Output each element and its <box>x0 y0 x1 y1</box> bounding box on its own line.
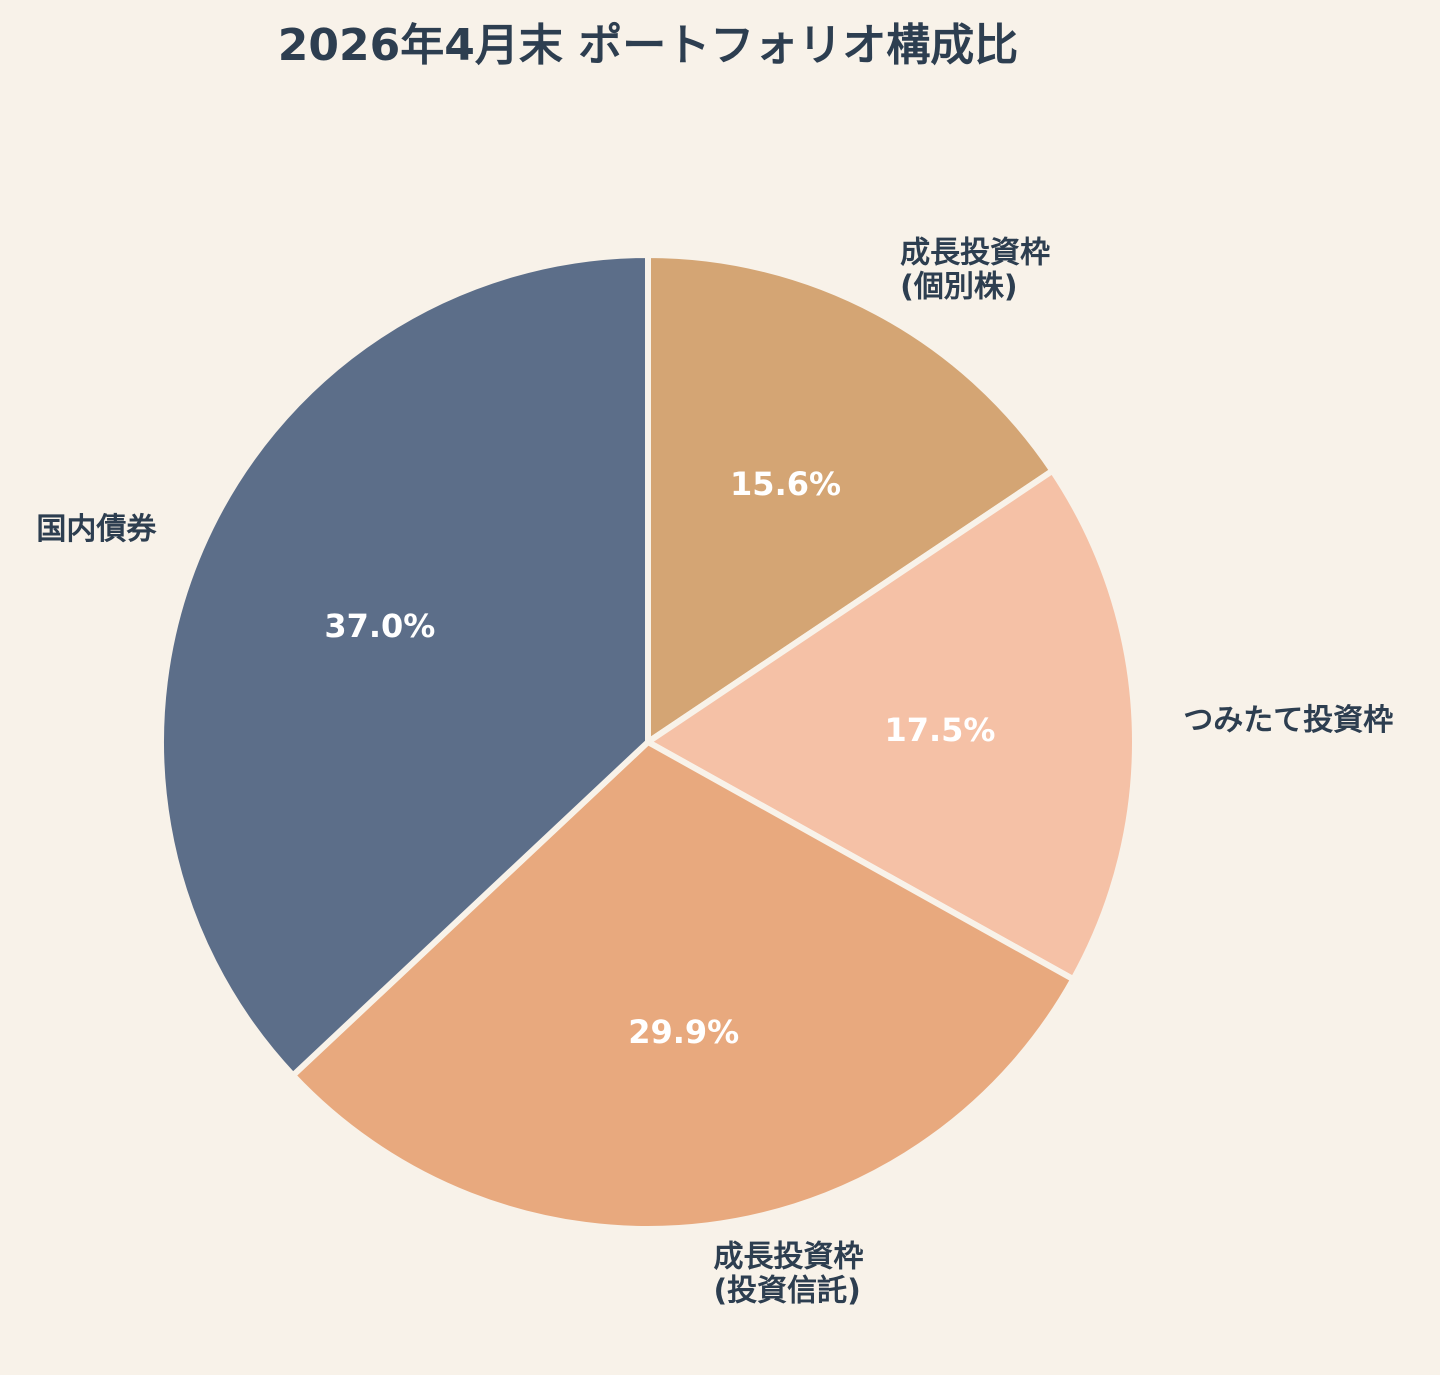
pie-slice-label-成長投資枠-投資信託: 成長投資枠(投資信託) <box>713 1240 863 1309</box>
pie-slice-4 <box>158 252 651 1079</box>
pie-slice-label-国内債券: 国内債券 <box>36 512 157 547</box>
chart-title: 2026年4月末 ポートフォリオ構成比 <box>278 20 1018 71</box>
pie-slices <box>158 252 1138 1232</box>
pie-slice-percentage-4: 37.0% <box>324 607 435 645</box>
pie-slice-percentage-1: 15.6% <box>730 465 841 503</box>
pie-slice-percentage-3: 29.9% <box>628 1013 739 1051</box>
pie-slice-2 <box>645 467 1138 983</box>
pie-slice-3 <box>289 739 1077 1232</box>
pie-slice-1 <box>645 252 1056 745</box>
pie-slice-label-成長投資枠-個別株: 成長投資枠(個別株) <box>900 235 1050 304</box>
pie-slice-percentage-2: 17.5% <box>884 711 995 749</box>
pie-labels: 15.6% 成長投資枠(個別株) 17.5% つみたて投資枠 29.9% 成長投資枠(投資… <box>36 235 1393 1308</box>
pie-slice-label-つみたて投資枠: つみたて投資枠 <box>1183 703 1393 738</box>
